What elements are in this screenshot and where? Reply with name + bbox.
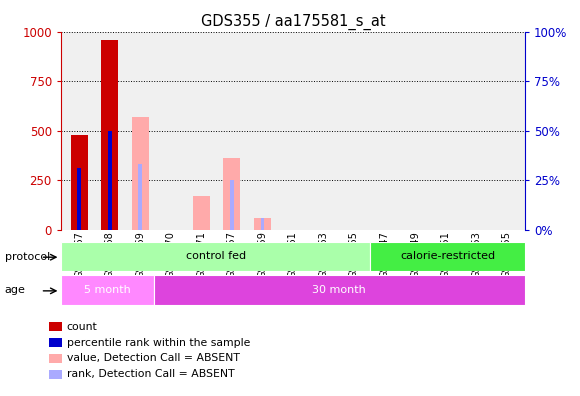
Bar [61, 242, 370, 271]
Text: count: count [67, 322, 97, 332]
Text: 30 month: 30 month [313, 285, 366, 295]
Text: value, Detection Call = ABSENT: value, Detection Call = ABSENT [67, 353, 240, 364]
Title: GDS355 / aa175581_s_at: GDS355 / aa175581_s_at [201, 14, 385, 30]
Text: rank, Detection Call = ABSENT: rank, Detection Call = ABSENT [67, 369, 234, 379]
Bar [370, 242, 525, 271]
Bar [230, 180, 234, 230]
Bar [61, 275, 154, 305]
Bar [154, 275, 525, 305]
Bar [102, 40, 118, 230]
Bar [132, 117, 148, 230]
Bar [139, 164, 142, 230]
Text: percentile rank within the sample: percentile rank within the sample [67, 337, 250, 348]
Text: 5 month: 5 month [84, 285, 130, 295]
Text: calorie-restricted: calorie-restricted [400, 251, 495, 261]
Bar [223, 158, 240, 230]
Text: age: age [5, 285, 26, 295]
Text: control fed: control fed [186, 251, 245, 261]
Bar [254, 218, 271, 230]
Bar [193, 196, 210, 230]
Bar [71, 135, 88, 230]
Bar [108, 131, 111, 230]
Text: protocol: protocol [5, 251, 50, 262]
Bar [260, 218, 264, 230]
Bar [77, 168, 81, 230]
